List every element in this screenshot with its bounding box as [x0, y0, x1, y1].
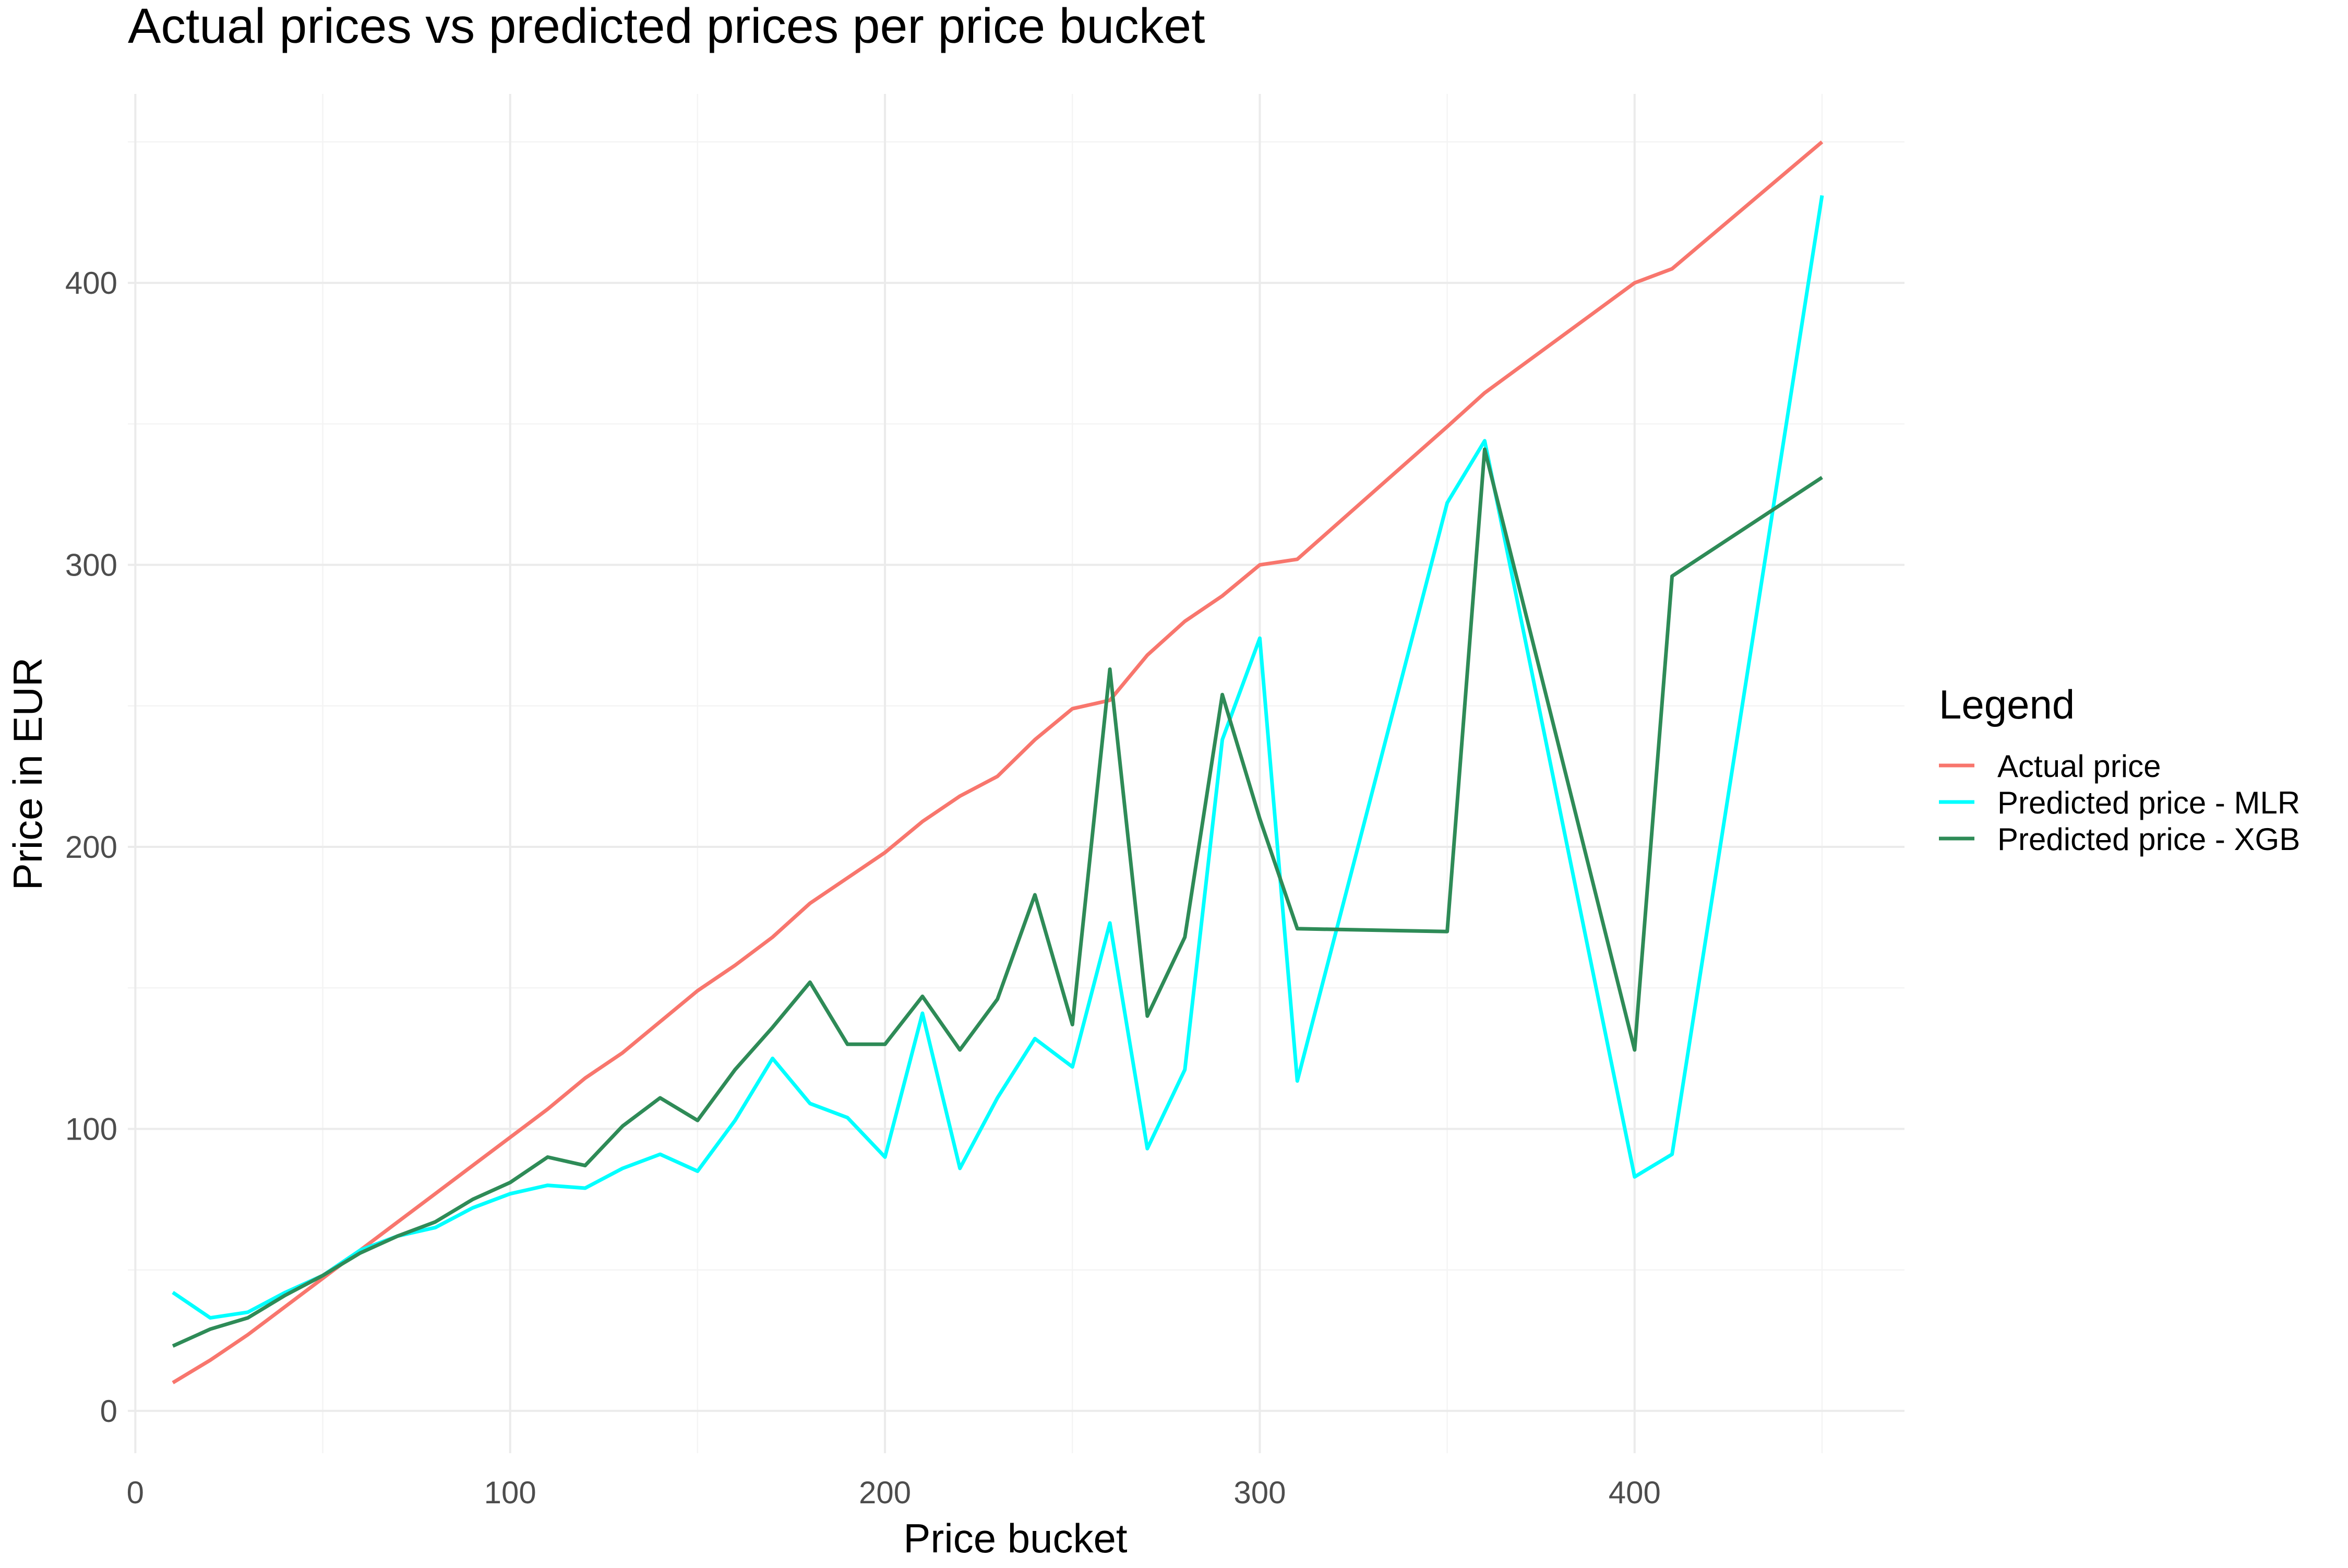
- series-line-2: [172, 195, 1824, 1320]
- x-tick-label: 300: [1233, 1475, 1286, 1510]
- x-tick-label: 0: [127, 1475, 144, 1510]
- y-axis-title: Price in EUR: [5, 657, 51, 890]
- y-tick-label: 300: [65, 548, 117, 583]
- y-tick-label: 400: [65, 266, 117, 301]
- legend-label: Predicted price - XGB: [1997, 822, 2300, 857]
- series-line-3: [172, 447, 1823, 1348]
- legend-label: Actual price: [1997, 749, 2161, 784]
- tick-labels: 0 100 200 300 400 0 100 200 300 400: [65, 266, 1661, 1510]
- series-lines: [172, 140, 1824, 1384]
- x-tick-label: 200: [859, 1475, 911, 1510]
- grid: [128, 94, 1904, 1453]
- chart-title: Actual prices vs predicted prices per pr…: [128, 0, 1205, 54]
- y-tick-label: 0: [100, 1394, 117, 1429]
- x-axis-title: Price bucket: [903, 1515, 1128, 1561]
- x-tick-label: 400: [1609, 1475, 1661, 1510]
- legend-label: Predicted price - MLR: [1997, 785, 2300, 820]
- legend-title: Legend: [1939, 681, 2075, 727]
- series-line-1: [172, 140, 1824, 1384]
- y-tick-label: 200: [65, 830, 117, 865]
- x-tick-label: 100: [484, 1475, 536, 1510]
- y-tick-label: 100: [65, 1111, 117, 1146]
